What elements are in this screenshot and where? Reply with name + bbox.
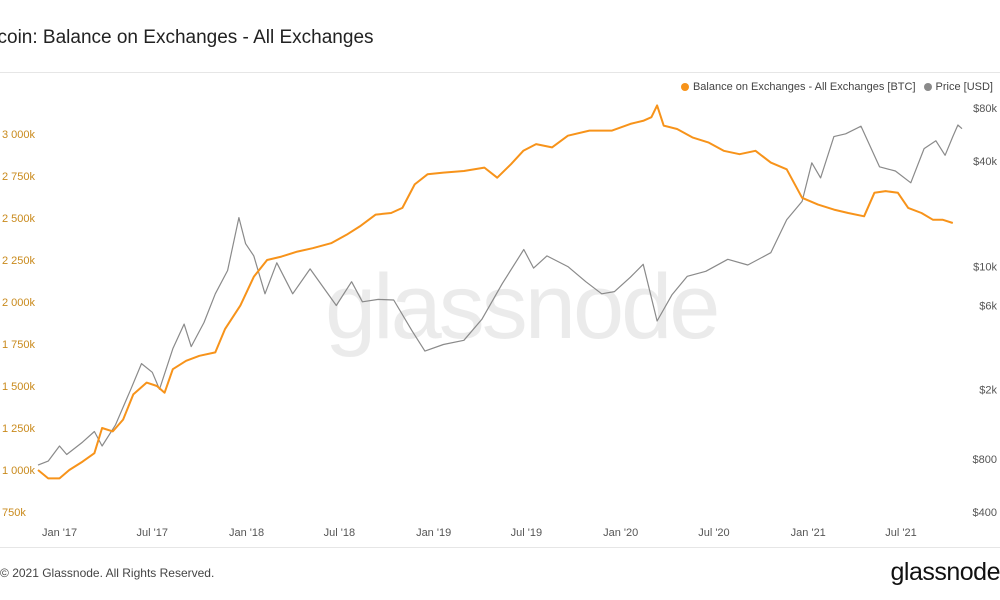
- left-tick-label: 1 500k: [2, 381, 36, 393]
- right-tick-label: $400: [973, 507, 997, 519]
- legend-item-price[interactable]: Price [USD]: [923, 81, 993, 93]
- left-tick-label: 3 000k: [2, 129, 36, 141]
- legend-item-balance[interactable]: Balance on Exchanges - All Exchanges [BT…: [680, 81, 916, 93]
- left-tick-label: 2 000k: [2, 297, 36, 309]
- x-tick-label: Jul '21: [885, 527, 916, 539]
- price-dot-icon: [923, 83, 932, 91]
- glassnode-logo: glassnode: [890, 558, 1000, 586]
- right-y-axis: $400 $800 $2k $6k $10k $40k $80k: [973, 103, 998, 519]
- x-tick-label: Jan '21: [791, 527, 826, 539]
- left-tick-label: 750k: [2, 507, 26, 519]
- right-tick-label: $40k: [973, 156, 997, 168]
- x-tick-label: Jan '17: [42, 527, 77, 539]
- x-tick-label: Jul '19: [511, 527, 542, 539]
- left-tick-label: 2 500k: [2, 213, 36, 225]
- watermark: glassnode: [325, 256, 717, 358]
- x-tick-label: Jul '20: [698, 527, 729, 539]
- right-tick-label: $2k: [979, 384, 997, 396]
- left-y-axis: 750k 1 000k 1 250k 1 500k 1 750k 2 000k 2 250k…: [2, 129, 36, 519]
- right-tick-label: $80k: [973, 103, 997, 115]
- right-tick-label: $6k: [979, 301, 997, 313]
- series-layer: [37, 104, 963, 480]
- balance-dot-icon: [680, 83, 689, 91]
- left-tick-label: 2 250k: [2, 255, 36, 267]
- x-tick-label: Jul '18: [324, 527, 355, 539]
- left-tick-label: 1 250k: [2, 423, 36, 435]
- copyright-label: 2021 Glassnode. All Rights Reserved.: [12, 566, 215, 580]
- chart-title: itcoin: Balance on Exchanges - All Excha…: [0, 27, 374, 48]
- left-tick-label: 1 000k: [2, 465, 36, 477]
- price-series-line: [37, 124, 963, 466]
- x-tick-label: Jan '20: [603, 527, 638, 539]
- x-axis: Jan '17 Jul '17 Jan '18 Jul '18 Jan '19 Jul '…: [42, 527, 917, 539]
- title-divider: [0, 72, 1000, 73]
- x-tick-label: Jul '17: [137, 527, 168, 539]
- x-tick-label: Jan '19: [416, 527, 451, 539]
- left-tick-label: 2 750k: [2, 171, 36, 183]
- x-tick-label: Jan '18: [229, 527, 264, 539]
- legend-label-balance: Balance on Exchanges - All Exchanges [BT…: [692, 81, 916, 93]
- right-tick-label: $800: [973, 454, 997, 466]
- legend-label-price: Price [USD]: [935, 81, 993, 93]
- right-tick-label: $10k: [973, 262, 997, 274]
- balance-series-line: [37, 104, 954, 480]
- footer-divider: [0, 547, 1000, 548]
- legend: Balance on Exchanges - All Exchanges [BT…: [680, 81, 993, 93]
- copyright-text: © 2021 Glassnode. All Rights Reserved.: [0, 566, 215, 580]
- left-tick-label: 1 750k: [2, 339, 36, 351]
